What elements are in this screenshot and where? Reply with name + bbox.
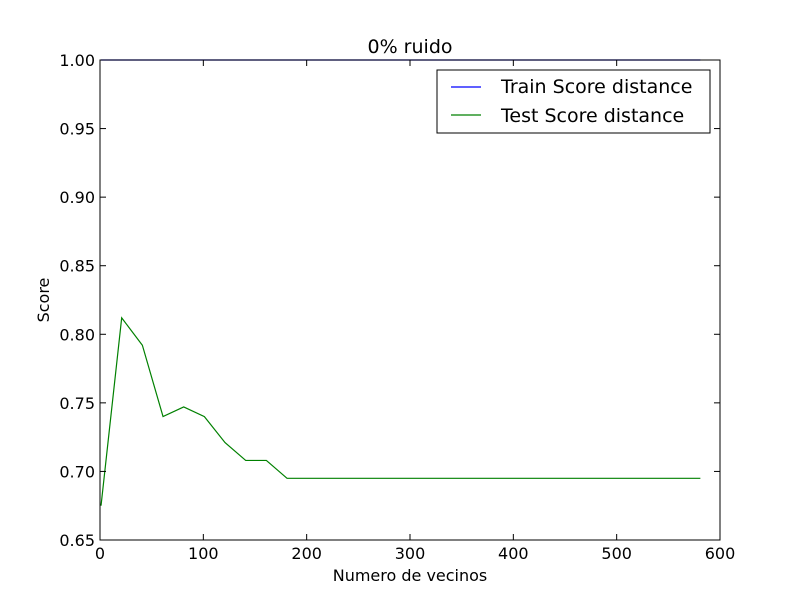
y-tick-label: 0.90 [59,188,95,207]
legend-label-test: Test Score distance [500,105,684,127]
y-tick-label: 0.65 [59,531,95,550]
x-axis-label: Numero de vecinos [333,566,488,585]
plot-area [100,60,720,540]
x-tick-label: 600 [705,544,736,563]
x-tick-label: 0 [95,544,105,563]
legend-label-train: Train Score distance [500,76,692,98]
y-tick-label: 1.00 [59,51,95,70]
y-tick-label: 0.70 [59,462,95,481]
chart-title: 0% ruido [368,36,453,58]
x-tick-label: 200 [291,544,322,563]
y-tick-label: 0.85 [59,257,95,276]
y-tick-label: 0.95 [59,120,95,139]
ticks-layer: 0 100 200 300 400 500 600 0.65 0.70 0.75 0.80 0.85 0… [59,51,735,563]
x-tick-label: 400 [498,544,529,563]
x-tick-label: 300 [395,544,426,563]
x-tick-label: 500 [601,544,632,563]
y-tick-label: 0.75 [59,394,95,413]
y-tick-label: 0.80 [59,325,95,344]
legend: Train Score distance Test Score distance [436,69,711,134]
x-tick-label: 100 [188,544,219,563]
series-line-test [100,316,701,506]
y-axis-label: Score [34,278,53,323]
legend-box [436,69,711,134]
